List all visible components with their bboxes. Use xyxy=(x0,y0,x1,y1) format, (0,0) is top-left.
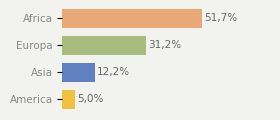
Bar xyxy=(62,9,202,28)
Bar xyxy=(62,36,146,55)
Text: 12,2%: 12,2% xyxy=(97,67,130,77)
Text: 5,0%: 5,0% xyxy=(77,94,104,104)
Bar xyxy=(62,90,75,109)
Bar xyxy=(62,63,95,82)
Text: 31,2%: 31,2% xyxy=(149,40,182,50)
Text: 51,7%: 51,7% xyxy=(204,13,237,23)
